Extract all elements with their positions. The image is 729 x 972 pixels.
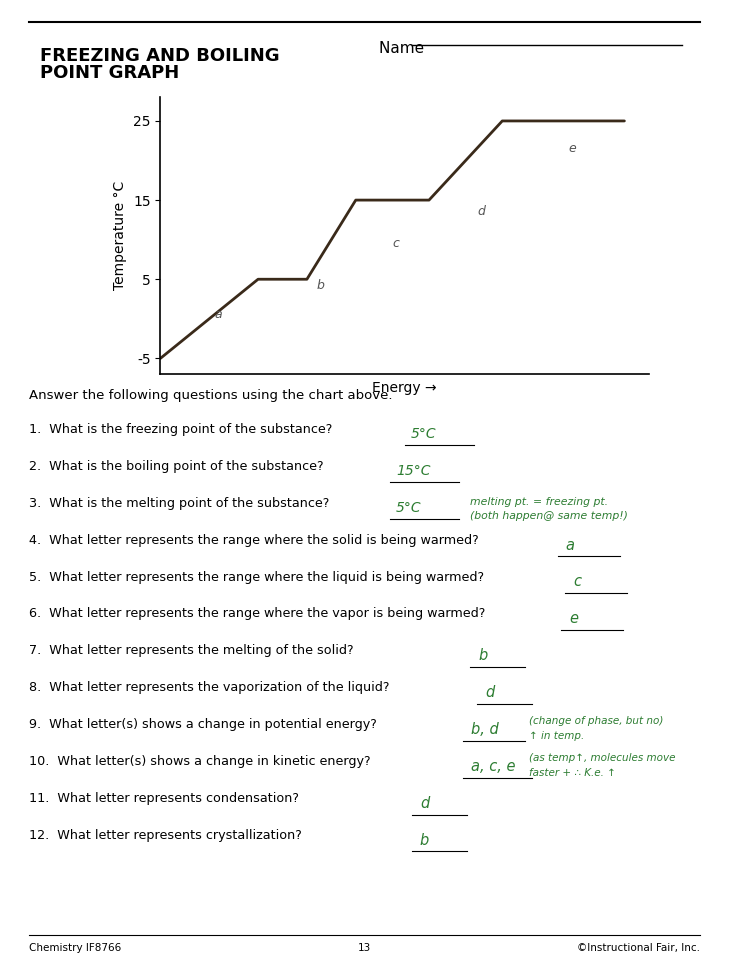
Text: b, d: b, d: [471, 722, 499, 737]
Text: 5°C: 5°C: [410, 427, 436, 440]
Text: (both happen@ same temp!): (both happen@ same temp!): [470, 511, 628, 521]
Text: 15°C: 15°C: [396, 464, 430, 477]
Text: ↑ in temp.: ↑ in temp.: [529, 731, 584, 741]
Text: d: d: [486, 685, 495, 700]
Text: POINT GRAPH: POINT GRAPH: [40, 64, 179, 83]
Text: Answer the following questions using the chart above.: Answer the following questions using the…: [29, 389, 393, 401]
Text: Chemistry IF8766: Chemistry IF8766: [29, 943, 122, 953]
Text: d: d: [420, 796, 429, 811]
Text: 2.  What is the boiling point of the substance?: 2. What is the boiling point of the subs…: [29, 460, 324, 472]
Text: (as temp↑, molecules move: (as temp↑, molecules move: [529, 753, 675, 763]
Text: 13: 13: [358, 943, 371, 953]
Text: faster + ∴ K.e. ↑: faster + ∴ K.e. ↑: [529, 768, 615, 778]
Text: e: e: [569, 611, 578, 626]
Text: 3.  What is the melting point of the substance?: 3. What is the melting point of the subs…: [29, 497, 330, 509]
Text: 12.  What letter represents crystallization?: 12. What letter represents crystallizati…: [29, 829, 302, 842]
Text: Name: Name: [379, 41, 429, 55]
Text: c: c: [392, 237, 399, 250]
Text: 7.  What letter represents the melting of the solid?: 7. What letter represents the melting of…: [29, 644, 354, 657]
Text: 5°C: 5°C: [396, 501, 421, 514]
Text: b: b: [420, 833, 429, 848]
Text: 1.  What is the freezing point of the substance?: 1. What is the freezing point of the sub…: [29, 423, 332, 435]
X-axis label: Energy →: Energy →: [373, 381, 437, 396]
Text: ©Instructional Fair, Inc.: ©Instructional Fair, Inc.: [577, 943, 700, 953]
Text: d: d: [478, 205, 486, 219]
Text: b: b: [316, 279, 324, 292]
Text: c: c: [573, 574, 581, 589]
Text: 5.  What letter represents the range where the liquid is being warmed?: 5. What letter represents the range wher…: [29, 571, 484, 583]
Text: melting pt. = freezing pt.: melting pt. = freezing pt.: [470, 497, 608, 506]
Text: 11.  What letter represents condensation?: 11. What letter represents condensation?: [29, 792, 299, 805]
Text: a: a: [214, 308, 222, 322]
Text: 8.  What letter represents the vaporization of the liquid?: 8. What letter represents the vaporizati…: [29, 681, 390, 694]
Text: 6.  What letter represents the range where the vapor is being warmed?: 6. What letter represents the range wher…: [29, 608, 486, 620]
Y-axis label: Temperature °C: Temperature °C: [114, 181, 128, 291]
Text: a: a: [566, 538, 574, 552]
Text: 10.  What letter(s) shows a change in kinetic energy?: 10. What letter(s) shows a change in kin…: [29, 755, 371, 768]
Text: e: e: [568, 142, 576, 156]
Text: (change of phase, but no): (change of phase, but no): [529, 716, 663, 726]
Text: a, c, e: a, c, e: [471, 759, 515, 774]
Text: 4.  What letter represents the range where the solid is being warmed?: 4. What letter represents the range wher…: [29, 534, 479, 546]
Text: FREEZING AND BOILING: FREEZING AND BOILING: [40, 47, 280, 65]
Text: 9.  What letter(s) shows a change in potential energy?: 9. What letter(s) shows a change in pote…: [29, 718, 377, 731]
Text: b: b: [478, 648, 488, 663]
